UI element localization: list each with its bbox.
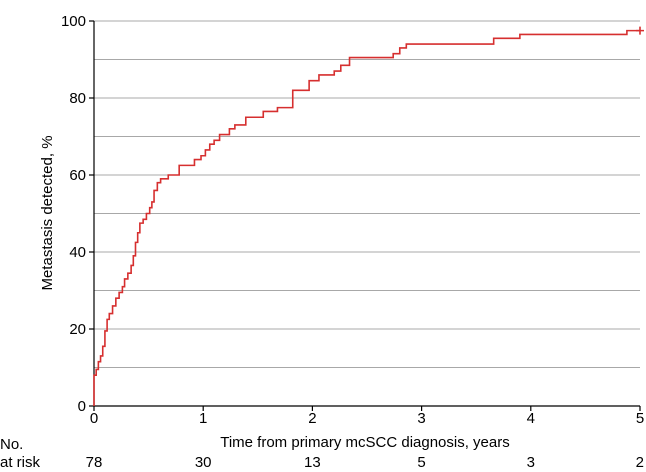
risk-label-line1: No. [0,436,23,453]
risk-count-2: 13 [304,454,321,471]
x-tick-label-0: 0 [90,410,98,427]
censor-mark-0 [636,26,644,35]
x-tick-label-5: 5 [636,410,644,427]
axes [93,21,640,407]
risk-count-3: 5 [417,454,425,471]
x-tick-label-4: 4 [527,410,535,427]
risk-count-1: 30 [195,454,212,471]
y-ticks: 0 20 40 60 80 100 [61,13,94,415]
y-tick-label-40: 40 [69,244,86,261]
y-tick-label-0: 0 [78,398,86,415]
y-axis-label: Metastasis detected, % [39,135,56,290]
x-tick-label-3: 3 [417,410,425,427]
x-tick-label-1: 1 [199,410,207,427]
y-tick-label-80: 80 [69,90,86,107]
risk-label-line2: at risk [0,454,41,471]
x-ticks: 0 1 2 3 4 5 [90,406,644,427]
risk-count-4: 3 [527,454,535,471]
risk-count-5: 2 [636,454,644,471]
km-curve-0 [93,29,640,406]
x-tick-label-2: 2 [308,410,316,427]
y-tick-label-20: 20 [69,321,86,338]
y-tick-label-60: 60 [69,167,86,184]
series-layer [93,26,644,406]
risk-count-0: 78 [86,454,103,471]
x-axis-label: Time from primary mcSCC diagnosis, years [220,434,510,451]
y-tick-label-100: 100 [61,13,86,30]
gridlines [94,20,640,368]
risk-table: 78 30 13 5 3 2 [86,454,644,471]
